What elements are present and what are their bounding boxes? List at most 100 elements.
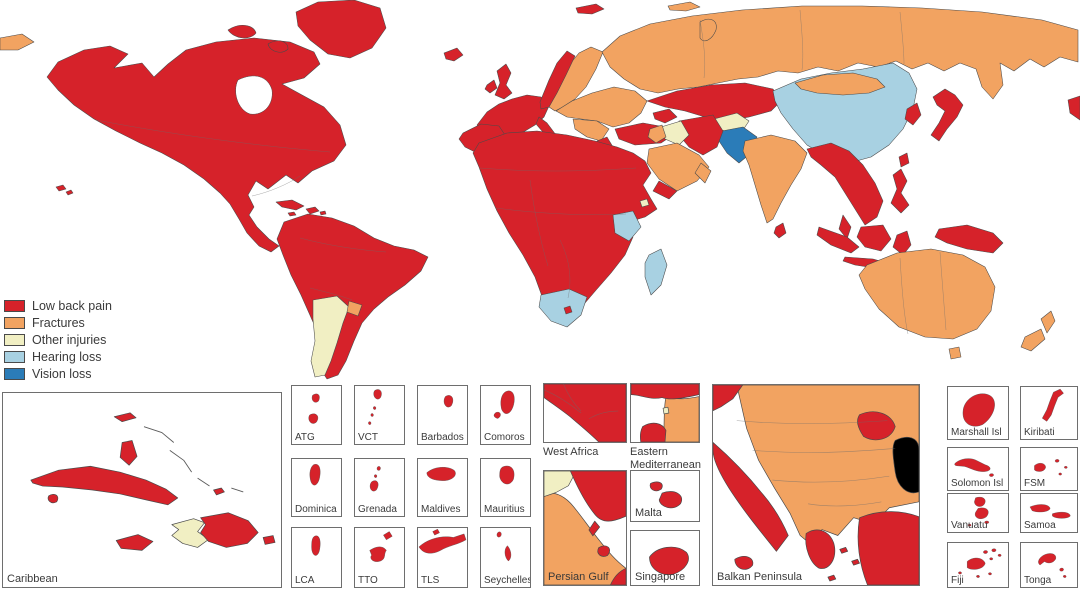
inset-grenada: Grenada: [354, 458, 405, 517]
island-shape: [1042, 388, 1064, 422]
region-south-africa: [538, 288, 588, 328]
inset-label: VCT: [358, 432, 378, 443]
region-africa: [472, 130, 658, 322]
island-shape: [309, 464, 321, 486]
inset-label-persian-gulf: Persian Gulf: [548, 571, 609, 583]
region-hispaniola: [305, 206, 320, 215]
inset-fiji: Fiji: [947, 542, 1009, 588]
island-shape: [954, 458, 994, 477]
jamaica: [115, 534, 154, 551]
moldova: [857, 411, 896, 441]
inset-label-eastern-mediterranean: Eastern Mediterranean: [630, 446, 701, 472]
gozo-island: [649, 481, 663, 492]
island-shape: [1038, 553, 1067, 578]
region-left-edge-wrap: [0, 33, 35, 51]
inset-eastern-mediterranean: [630, 383, 700, 443]
inset-singapore: Singapore: [630, 530, 700, 586]
inset-label-caribbean: Caribbean: [7, 573, 58, 585]
inset-label: Comoros: [484, 432, 525, 443]
legend-item: Vision loss: [4, 365, 112, 382]
black-sea: [892, 436, 919, 494]
inset-label: ATG: [295, 432, 315, 443]
region-djibouti: [639, 198, 650, 208]
inset-seychelles: Seychelles: [480, 527, 531, 588]
inset-caribbean: Caribbean: [2, 392, 282, 588]
island-shape: [1029, 504, 1071, 519]
bahamas-island: [113, 412, 137, 423]
region-philippines: [890, 168, 910, 214]
region-hawaii: [55, 184, 74, 196]
region-arctic-islands: [227, 25, 257, 39]
inset-solomon-isl: Solomon Isl: [947, 447, 1009, 491]
inset-label: LCA: [295, 575, 315, 586]
qatar: [588, 520, 600, 537]
italy-northeast: [713, 385, 744, 412]
region-right-edge-wrap: [1067, 95, 1080, 121]
inset-tto: TTO: [354, 527, 405, 588]
island-shape: [962, 393, 995, 427]
inset-label-malta: Malta: [635, 507, 662, 519]
region-kazakhstan-central-asia: [646, 82, 782, 122]
inset-persian-gulf: Persian Gulf: [543, 470, 627, 586]
inset-label: TLS: [421, 575, 440, 586]
malta-island: [658, 491, 683, 509]
region-taiwan: [898, 152, 910, 168]
inset-label-balkan-peninsula: Balkan Peninsula: [717, 571, 803, 583]
italy-peninsula: [713, 442, 789, 552]
inset-tls: TLS: [417, 527, 468, 588]
region-russia: [601, 5, 1079, 100]
region-tasmania: [948, 346, 962, 360]
legend-swatch: [4, 316, 25, 329]
island-shape: [426, 467, 456, 481]
region-southeast-asia: [806, 142, 884, 226]
inset-balkan-peninsula: Balkan Peninsula: [712, 384, 920, 586]
region-saudi-arabia: [646, 142, 710, 192]
hudson-bay: [235, 75, 273, 115]
inset-label: Grenada: [358, 504, 397, 515]
legend-swatch: [4, 333, 25, 346]
cuba: [30, 465, 179, 506]
region-levant: [647, 124, 667, 144]
legend-item: Other injuries: [4, 331, 112, 348]
inset-malta: Malta: [630, 470, 700, 522]
legend-label: Other injuries: [32, 332, 107, 347]
region-arctic-islands: [267, 40, 289, 53]
inset-label: Dominica: [295, 504, 337, 515]
island-shape: [418, 528, 467, 554]
legend-swatch: [4, 367, 25, 380]
inset-kiribati: Kiribati: [1020, 386, 1078, 440]
inset-label: Maldives: [421, 504, 461, 515]
region-new-zealand-south: [1020, 328, 1046, 352]
region-eastern-europe: [555, 86, 648, 128]
island-shape: [368, 389, 382, 425]
region-mongolia: [794, 72, 886, 96]
legend-item: Hearing loss: [4, 348, 112, 365]
legend-label: Vision loss: [32, 366, 92, 381]
inset-vct: VCT: [354, 385, 405, 445]
andros-island: [119, 440, 138, 466]
region-yemen: [652, 180, 678, 200]
region-india: [742, 134, 808, 224]
region-svalbard: [575, 3, 605, 15]
inset-label: Marshall Isl: [951, 427, 1002, 438]
island-shape: [308, 393, 320, 424]
region-madagascar: [644, 248, 668, 296]
iran-gulf: [570, 471, 626, 522]
inset-maldives: Maldives: [417, 458, 468, 517]
inset-samoa: Samoa: [1020, 493, 1078, 533]
region-iceland: [443, 47, 464, 62]
region-puerto-rico: [319, 210, 327, 216]
region-south-america: [276, 213, 429, 380]
region-ireland: [484, 79, 498, 94]
inset-label: Samoa: [1024, 520, 1056, 531]
island-shape: [369, 531, 393, 562]
island-shape: [493, 390, 515, 419]
island-shape: [311, 535, 321, 556]
inset-label: Tonga: [1024, 575, 1052, 586]
map-legend: Low back pain Fractures Other injuries Hear…: [4, 297, 112, 382]
inset-label: Kiribati: [1024, 427, 1055, 438]
region-franz-josef: [667, 1, 701, 12]
region-kenya: [612, 210, 642, 242]
island-shape: [1034, 459, 1068, 476]
inset-label: Mauritius: [484, 504, 525, 515]
